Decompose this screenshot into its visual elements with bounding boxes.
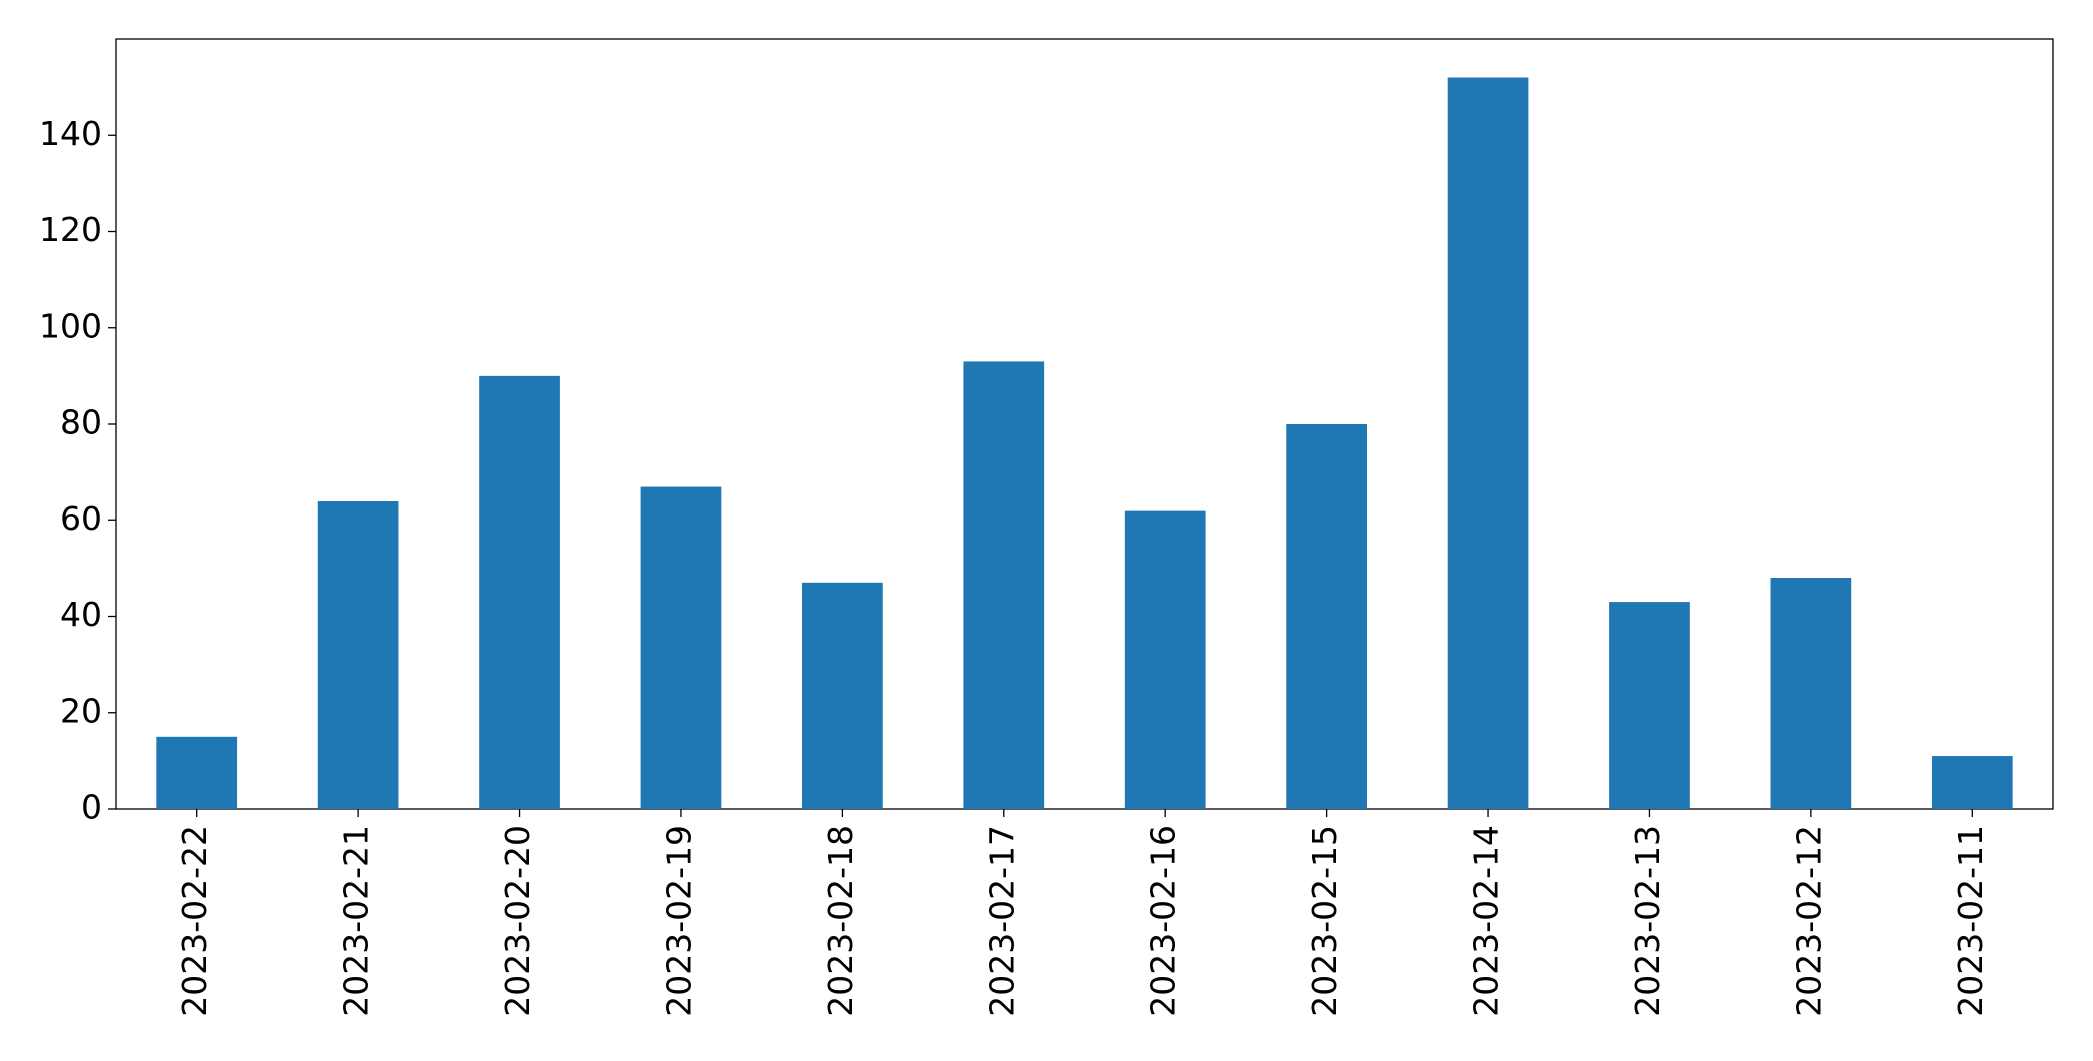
bar — [1609, 602, 1690, 809]
x-tick-label: 2023-02-14 — [1467, 825, 1506, 1017]
y-tick-label: 0 — [81, 788, 102, 827]
x-tick-label: 2023-02-21 — [337, 825, 376, 1017]
x-tick-label: 2023-02-17 — [982, 825, 1021, 1017]
bar — [1931, 756, 2013, 809]
bar — [1447, 77, 1529, 809]
y-tick-label: 140 — [39, 114, 102, 153]
x-tick-label: 2023-02-18 — [821, 825, 860, 1017]
x-tick-label: 2023-02-22 — [175, 825, 214, 1017]
bar — [1124, 510, 1206, 809]
y-tick-label: 20 — [60, 691, 102, 730]
bar — [156, 736, 238, 809]
y-tick-label: 120 — [39, 210, 102, 249]
x-tick-label: 2023-02-19 — [659, 825, 698, 1017]
bar — [317, 501, 399, 809]
y-tick-label: 100 — [39, 306, 102, 345]
x-tick-label: 2023-02-11 — [1951, 825, 1990, 1017]
y-tick-label: 60 — [60, 499, 102, 538]
x-tick-label: 2023-02-12 — [1789, 825, 1828, 1017]
x-tick-label: 2023-02-13 — [1628, 825, 1667, 1017]
bar — [802, 582, 883, 809]
x-tick-label: 2023-02-16 — [1144, 825, 1183, 1017]
bar — [1770, 578, 1852, 809]
bar — [963, 361, 1045, 809]
y-tick-label: 80 — [60, 403, 102, 442]
bar — [640, 486, 722, 809]
bar — [479, 375, 560, 809]
plot-frame — [115, 38, 2054, 810]
y-tick-label: 40 — [60, 595, 102, 634]
x-tick-label: 2023-02-15 — [1305, 825, 1344, 1017]
x-tick-label: 2023-02-20 — [498, 825, 537, 1017]
bar — [1286, 424, 1367, 809]
